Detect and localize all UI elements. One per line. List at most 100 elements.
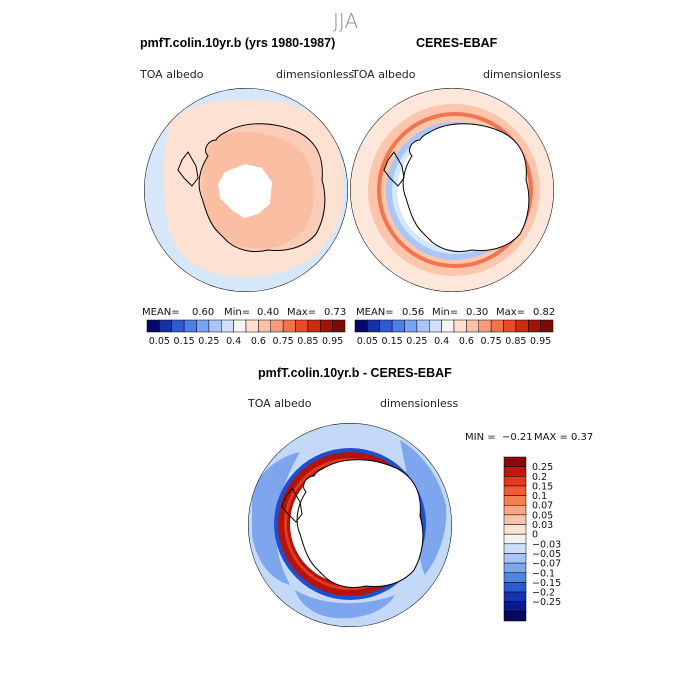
colorbar-swatch: [503, 582, 527, 593]
panel-2-map: [350, 88, 554, 292]
colorbar-tick-label: 0.25: [406, 336, 427, 347]
panel-2-min-value: 0.30: [466, 307, 489, 318]
colorbar-tick-label: 0.6: [251, 336, 266, 347]
colorbar-swatch: [429, 319, 442, 333]
colorbar-tick-label: 0.15: [174, 336, 195, 347]
colorbar-tick-label: −0.2: [532, 588, 555, 599]
panel-1-mean-label: MEAN=: [142, 307, 180, 318]
colorbar-tick-label: 0.85: [297, 336, 318, 347]
colorbar-tick-label: 0.75: [273, 336, 294, 347]
colorbar-swatch: [453, 319, 467, 333]
colorbar-swatch: [503, 485, 527, 496]
colorbar-tick-label: 0: [532, 530, 538, 541]
colorbar-tick-label: 0.15: [382, 336, 403, 347]
colorbar-swatch: [490, 319, 504, 333]
colorbar-swatch: [503, 611, 527, 622]
colorbar-tick-label: 0.25: [198, 336, 219, 347]
colorbar-tick-label: 0.1: [532, 491, 547, 502]
panel-3-title: pmfT.colin.10yr.b - CERES-EBAF: [258, 366, 452, 380]
panel-2-max-value: 0.82: [533, 307, 556, 318]
panel-1-max-label: Max=: [287, 307, 317, 318]
colorbar-tick-label: 0.05: [532, 510, 553, 521]
colorbar-tick-label: 0.95: [530, 336, 551, 347]
colorbar-swatch: [295, 319, 309, 333]
panel-3-left-label: TOA albedo: [248, 397, 312, 410]
colorbar-tick-label: 0.4: [434, 336, 449, 347]
colorbar-swatch: [416, 319, 430, 333]
panel-2-mean-value: 0.56: [402, 307, 425, 318]
panel-1-polar-hole: [218, 164, 272, 218]
colorbar-tick-label: −0.25: [532, 597, 561, 608]
colorbar-tick-label: 0.2: [532, 472, 547, 483]
panel-2-right-label: dimensionless: [483, 68, 562, 81]
colorbar-swatch: [441, 319, 455, 333]
panel-2-continent: [402, 123, 530, 253]
colorbar-swatch: [503, 553, 527, 564]
colorbar-swatch: [379, 319, 393, 333]
colorbar-tick-label: −0.05: [532, 549, 561, 560]
panel-2-peninsula: [383, 151, 405, 187]
colorbar-swatch: [503, 456, 527, 467]
colorbar-swatch: [245, 319, 259, 333]
colorbar-swatch: [233, 319, 247, 333]
colorbar-swatch: [391, 319, 405, 333]
panel-1-map: [144, 88, 348, 292]
colorbar-swatch: [540, 319, 554, 333]
panel-3-max-value: 0.37: [571, 432, 594, 443]
colorbar-swatch: [503, 319, 517, 333]
colorbar-tick-label: −0.1: [532, 568, 555, 579]
colorbar-swatch: [503, 533, 527, 545]
colorbar-swatch: [503, 504, 527, 516]
panel-3-patch-south: [295, 590, 395, 619]
colorbar-swatch: [466, 319, 479, 333]
panel-2-min-label: Min=: [432, 307, 459, 318]
colorbar-swatch: [332, 319, 346, 333]
panel-3-right-label: dimensionless: [380, 397, 459, 410]
colorbar-swatch: [404, 319, 418, 333]
colorbar-tick-label: 0.07: [532, 501, 553, 512]
colorbar-swatch: [503, 543, 527, 554]
colorbar-swatch: [503, 495, 527, 506]
panel-1-min-value: 0.40: [257, 307, 280, 318]
colorbar-swatch: [171, 319, 185, 333]
panel-1-peninsula: [177, 151, 199, 187]
colorbar-swatch: [320, 319, 333, 333]
panel-2-left-label: TOA albedo: [352, 68, 416, 81]
colorbar-tick-label: 0.25: [532, 462, 553, 473]
colorbar-swatch: [270, 319, 284, 333]
colorbar-tick-label: 0.75: [481, 336, 502, 347]
colorbar-swatch: [528, 319, 541, 333]
colorbar-swatch: [503, 562, 527, 574]
colorbar-tick-label: 0.95: [322, 336, 343, 347]
colorbar-tick-label: 0.03: [532, 520, 553, 531]
panel-3-continent: [296, 459, 424, 589]
colorbar-swatch: [503, 476, 527, 487]
colorbar-tick-label: 0.6: [459, 336, 474, 347]
colorbar-swatch: [354, 319, 368, 333]
colorbar-swatch: [367, 319, 380, 333]
colorbar-tick-label: −0.07: [532, 559, 561, 570]
colorbar-swatch: [282, 319, 296, 333]
colorbar-swatch: [146, 319, 160, 333]
colorbar-swatch: [515, 319, 529, 333]
colorbar-swatch: [503, 601, 527, 612]
panel-3-colorbar: 0.250.20.150.10.070.050.030−0.03−0.05−0.…: [503, 456, 561, 622]
panel-1-max-value: 0.73: [324, 307, 347, 318]
panel-3-max-label: MAX =: [534, 432, 568, 443]
colorbar-swatch: [221, 319, 234, 333]
panel-2-mean-label: MEAN=: [356, 307, 394, 318]
colorbar-swatch: [478, 319, 492, 333]
panel-2-title: CERES-EBAF: [416, 36, 498, 50]
panel-1-mean-value: 0.60: [192, 307, 215, 318]
figure-title: JJA: [333, 9, 359, 33]
colorbar-swatch: [159, 319, 172, 333]
colorbar-tick-label: 0.05: [357, 336, 378, 347]
panel-1-right-label: dimensionless: [276, 68, 355, 81]
colorbar-swatch: [307, 319, 321, 333]
colorbar-swatch: [503, 524, 527, 535]
colorbar-tick-label: 0.05: [149, 336, 170, 347]
colorbar-swatch: [503, 514, 527, 525]
colorbar-swatch: [196, 319, 210, 333]
panel-3-peninsula: [281, 487, 303, 523]
